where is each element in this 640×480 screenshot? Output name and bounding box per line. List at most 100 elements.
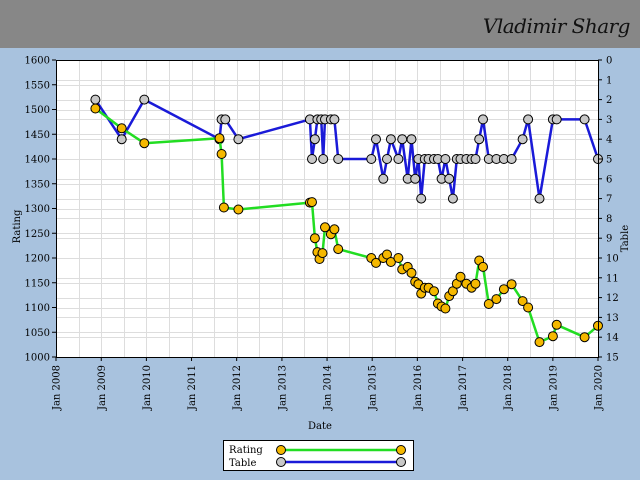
table-point: [393, 154, 404, 164]
y2-tick-label: 6: [606, 174, 612, 185]
y2-tick-label: 7: [606, 194, 612, 205]
rating-point: [309, 233, 320, 244]
table-point: [366, 154, 377, 164]
legend-marker-table: [396, 457, 406, 467]
series-rating: [90, 103, 603, 348]
rating-history-chart: 1000105011001150120012501300135014001450…: [12, 56, 631, 471]
y-tick-label: 1100: [25, 303, 50, 314]
y-tick-label: 1500: [25, 105, 50, 116]
y2-tick-label: 10: [606, 254, 619, 265]
table-point: [579, 114, 590, 125]
y2-tick-label: 14: [606, 333, 619, 344]
rating-point: [517, 296, 528, 307]
y2-tick-label: 12: [606, 293, 619, 304]
y2-tick-label: 8: [606, 214, 612, 225]
y-tick-label: 1600: [25, 56, 50, 67]
rating-point: [547, 331, 558, 342]
rating-point: [491, 294, 502, 305]
rating-point: [218, 202, 229, 213]
rating-point: [534, 337, 545, 348]
y2-tick-label: 13: [606, 313, 619, 324]
legend-marker-rating: [396, 445, 406, 455]
x-tick-label: Jan 2020: [594, 365, 605, 411]
rating-point: [406, 267, 417, 278]
x-tick-label: Jan 2016: [413, 365, 424, 411]
y2-tick-label: 11: [606, 273, 619, 284]
table-point: [444, 173, 455, 184]
y-tick-label: 1000: [25, 353, 50, 364]
y2-tick-label: 15: [606, 353, 619, 364]
rating-point: [320, 222, 330, 233]
rating-point: [498, 284, 509, 295]
rating-point: [90, 103, 101, 114]
table-point: [416, 193, 427, 204]
x-tick-label: Jan 2011: [187, 365, 198, 411]
x-tick-label: Jan 2013: [277, 365, 288, 411]
table-point: [410, 173, 421, 184]
x-tick-label: Jan 2008: [52, 365, 63, 411]
table-point: [517, 134, 528, 145]
table-point: [478, 114, 488, 125]
rating-point: [329, 224, 340, 235]
x-tick-label: Jan 2009: [97, 365, 108, 411]
table-point: [329, 114, 340, 125]
table-point: [440, 154, 451, 164]
rating-point: [214, 133, 225, 144]
header-bar: Vladimir Sharg: [0, 0, 640, 48]
table-point: [406, 134, 417, 145]
legend-box: [223, 440, 414, 471]
table-point: [333, 154, 344, 164]
rating-point: [317, 248, 328, 259]
table-point: [307, 154, 317, 164]
rating-point: [440, 303, 451, 314]
table-point: [397, 134, 408, 145]
y2-tick-label: 5: [606, 155, 612, 166]
x-tick-label: Jan 2017: [458, 365, 469, 411]
bottom-axis: Jan 2008 Jan 2009 Jan 2010 Jan 2011 Jan 2012…: [52, 357, 605, 411]
rating-point: [551, 319, 562, 330]
rating-point: [307, 197, 317, 208]
x-tick-label: Jan 2012: [232, 365, 243, 411]
y-tick-label: 1250: [25, 229, 50, 240]
y-tick-label: 1550: [25, 80, 50, 91]
rating-point: [478, 261, 488, 272]
x-tick-label: Jan 2018: [503, 365, 514, 411]
x-tick-label: Jan 2019: [548, 365, 559, 411]
rating-point: [139, 138, 150, 149]
rating-point: [393, 253, 404, 263]
table-point: [523, 114, 534, 125]
y-axis-title: Rating: [12, 209, 23, 243]
table-point: [474, 134, 485, 145]
table-point: [551, 114, 562, 125]
rating-point: [579, 332, 590, 343]
series-layer: [90, 94, 603, 348]
table-point: [318, 154, 329, 164]
rating-point: [455, 271, 466, 282]
legend-marks: [276, 445, 406, 467]
y2-tick-label: 1: [606, 75, 612, 86]
rating-point: [470, 278, 481, 289]
legend: Rating Table: [223, 440, 414, 471]
y-tick-label: 1400: [25, 155, 50, 166]
y-tick-label: 1450: [25, 130, 50, 141]
rating-point: [216, 149, 227, 159]
rating-point: [523, 302, 534, 313]
table-point: [470, 154, 481, 164]
legend-marker-table: [276, 457, 286, 467]
y-tick-label: 1300: [25, 204, 50, 215]
y2-tick-label: 0: [606, 56, 612, 67]
x-tick-label: Jan 2010: [142, 365, 153, 411]
y2-axis-title: Table: [620, 225, 631, 252]
table-point: [506, 154, 517, 164]
y-tick-label: 1350: [25, 179, 50, 190]
rating-point: [371, 257, 381, 268]
rating-point: [506, 279, 517, 290]
table-point: [309, 134, 320, 145]
table-point: [385, 134, 396, 145]
table-point: [139, 94, 150, 105]
y2-tick-label: 4: [606, 135, 612, 146]
series-table: [90, 94, 603, 204]
y2-tick-label: 9: [606, 234, 612, 245]
table-point: [382, 154, 392, 164]
